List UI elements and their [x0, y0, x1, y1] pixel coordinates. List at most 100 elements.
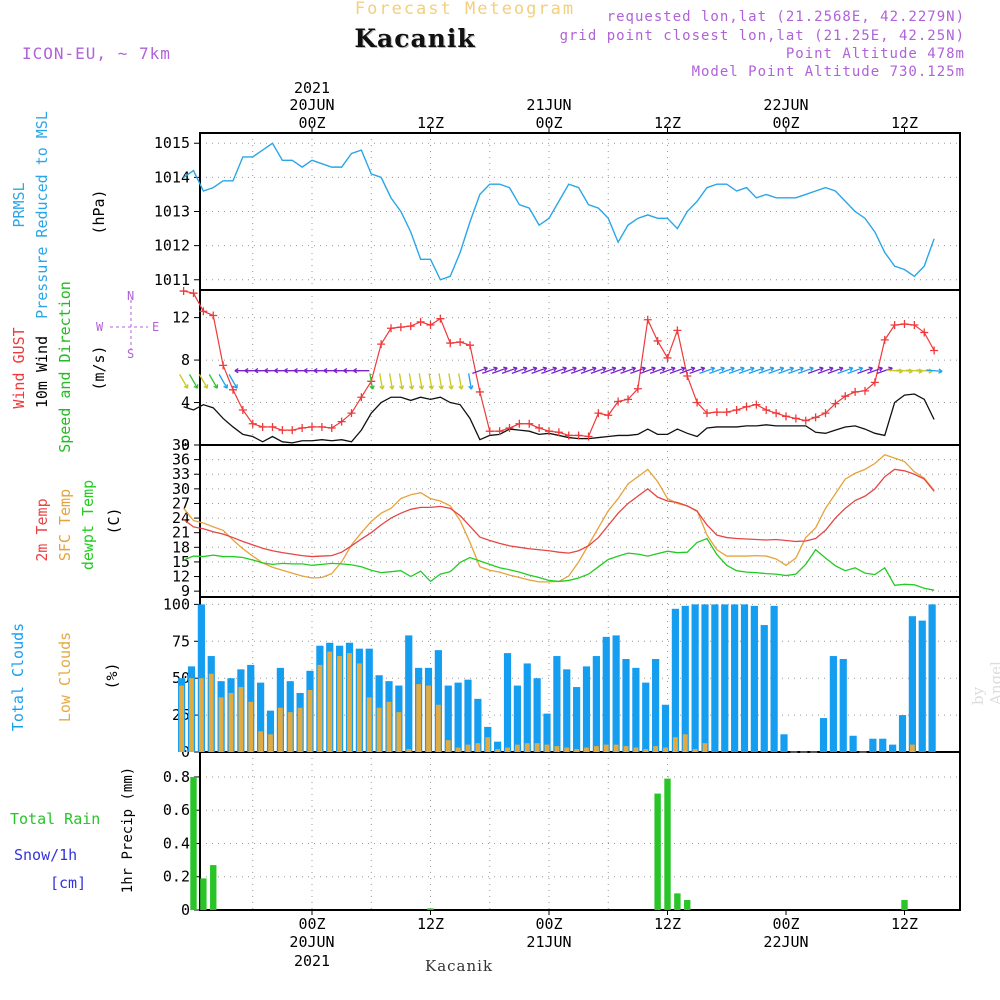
bottom-day-label: 20JUN	[289, 933, 334, 951]
wind-dir-arrowhead	[512, 366, 518, 372]
wind-dir-arrowhead	[938, 368, 943, 374]
total-cloud-bar	[513, 685, 521, 752]
compass-s: S	[127, 347, 134, 361]
total-rain-label: Total Rain	[10, 810, 100, 828]
top-day-label: 21JUN	[526, 96, 571, 114]
dewpt-temp-label: dewpt Temp	[79, 480, 97, 570]
wind-dir-arrow	[188, 374, 199, 389]
low-cloud-bar	[692, 749, 698, 752]
low-cloud-bar	[337, 656, 343, 752]
total-cloud-bar	[928, 604, 936, 752]
wind-dir-arrowhead	[799, 366, 804, 372]
bottom-day-label: 21JUN	[526, 933, 571, 951]
low-cloud-bar	[702, 743, 708, 752]
gust-marker	[446, 339, 455, 348]
snow-unit-label: [cm]	[50, 874, 86, 892]
wind-dir-arrow	[388, 373, 394, 390]
y-tick-label: 0.6	[163, 801, 190, 819]
gust-marker	[337, 417, 346, 426]
gust-marker	[416, 317, 425, 326]
wind-dir-arrowhead	[769, 366, 775, 372]
wind-dir-arrowhead	[468, 385, 474, 390]
y-tick-label: 33	[172, 465, 190, 483]
wind-dir-arrow	[551, 367, 567, 375]
y-tick-label: 0	[181, 436, 190, 454]
wind-dir-arrowhead	[389, 385, 395, 390]
top-day-label: 20JUN	[289, 96, 334, 114]
low-cloud-bar	[287, 712, 293, 752]
wind-dir-arrowhead	[503, 366, 508, 372]
model-altitude: Model Point Altitude 730.125m	[691, 64, 965, 80]
gust-marker	[466, 341, 474, 350]
bottom-hour-label: 00Z	[772, 915, 799, 933]
y-tick-label: 1011	[154, 271, 190, 289]
wind-dir-arrowhead	[868, 366, 874, 372]
wind-dir-arrow	[482, 367, 498, 375]
wind-dir-arrowhead	[223, 384, 228, 389]
y-tick-label: 27	[172, 494, 190, 512]
gust-marker	[278, 426, 287, 435]
total-cloud-bar	[523, 663, 531, 752]
gust-marker	[772, 409, 781, 418]
wind-dir-arrowhead	[878, 366, 883, 372]
y-tick-label: 100	[163, 595, 190, 613]
wind-dir-arrow	[408, 373, 413, 390]
gust-marker	[604, 411, 613, 420]
total-cloud-bar	[543, 713, 551, 752]
total-cloud-bar	[681, 605, 689, 752]
y-tick-label: 12	[172, 309, 190, 327]
gust-marker	[900, 319, 909, 328]
gust-marker	[357, 393, 366, 402]
low-cloud-bar	[179, 685, 185, 752]
wind-dir-arrowhead	[759, 366, 765, 372]
total-cloud-bar	[553, 656, 561, 752]
total-cloud-bar	[494, 741, 502, 752]
gust-line	[183, 290, 935, 438]
total-cloud-bar	[760, 625, 768, 752]
rain-bar	[427, 908, 434, 910]
wind-dir-arrow	[491, 367, 508, 375]
gust-marker	[633, 384, 642, 393]
total-cloud-bar	[474, 698, 482, 752]
temp2m-line	[183, 468, 935, 558]
gust-marker	[317, 422, 326, 431]
wind-dir-arrow	[208, 374, 218, 389]
gust-marker	[732, 405, 741, 414]
wind-dir-arrowhead	[283, 367, 288, 374]
snow-label: Snow/1h	[14, 846, 77, 864]
low-cloud-bar	[475, 743, 481, 752]
wind-dir-arrow	[369, 373, 374, 390]
wind-dir-arrowhead	[203, 384, 209, 389]
top-hour-label: 00Z	[298, 114, 325, 132]
total-cloud-bar	[405, 635, 413, 752]
sfc-temp-label: SFC Temp	[56, 489, 74, 561]
wind-dir-arrowhead	[591, 366, 597, 372]
wind-dir-arrowhead	[193, 384, 199, 389]
low-cloud-bar	[208, 673, 214, 752]
wind-dir-arrowhead	[323, 367, 328, 374]
requested-coords: requested lon,lat (21.2568E, 42.2279N)	[606, 9, 965, 25]
wind-dir-arrowhead	[720, 366, 725, 372]
bottom-hour-label: 12Z	[891, 915, 918, 933]
gust-marker	[505, 424, 514, 433]
rain-bar	[654, 793, 661, 910]
gust-marker	[574, 431, 583, 440]
y-tick-label: 21	[172, 524, 190, 542]
top-hour-label: 12Z	[417, 114, 444, 132]
wind-dir-arrowhead	[651, 366, 656, 372]
rain-bar	[664, 778, 671, 910]
low-cloud-bar	[455, 747, 461, 752]
gust-marker	[396, 323, 405, 332]
wind-dir-arrowhead	[740, 366, 745, 372]
wind-dir-arrowhead	[680, 366, 686, 372]
wind-dir-arrow	[738, 367, 755, 375]
wind-dir-arrow	[807, 367, 824, 375]
wind-dir-arrow	[926, 369, 943, 373]
low-cloud-bar	[682, 734, 688, 752]
wind-dir-arrowhead	[670, 366, 676, 372]
total-cloud-bar	[573, 687, 581, 752]
wind-dir-arrow	[649, 367, 666, 375]
wind-dir-arrow	[896, 369, 913, 373]
total-cloud-bar	[839, 659, 847, 752]
footer-location: Kacanik	[425, 957, 494, 975]
